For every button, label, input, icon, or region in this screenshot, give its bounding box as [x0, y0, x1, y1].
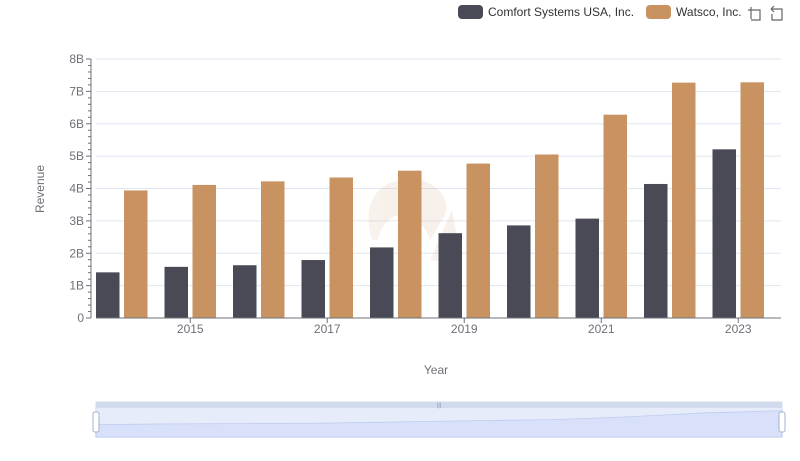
y-tick-label: 8B — [69, 52, 84, 66]
bar-comfort-systems-2023[interactable] — [712, 149, 737, 318]
legend-label: Watsco, Inc. — [676, 5, 742, 19]
x-tick-label: 2021 — [588, 322, 615, 336]
legend-swatch — [646, 5, 672, 19]
bar-watsco-2022[interactable] — [672, 82, 696, 318]
legend-swatch — [458, 5, 483, 19]
zoom-selection[interactable] — [96, 408, 782, 437]
bar-group — [96, 82, 764, 318]
y-tick-label: 1B — [69, 279, 84, 293]
bar-watsco-2014[interactable] — [124, 190, 148, 318]
y-axis-label: Revenue — [33, 165, 47, 213]
zoom-preview-area — [95, 410, 783, 438]
legend-item-watsco[interactable]: Watsco, Inc. — [646, 5, 742, 19]
data-zoom-slider[interactable]: ||| — [92, 401, 786, 438]
y-tick-label: 5B — [69, 149, 84, 163]
bar-watsco-2016[interactable] — [261, 181, 285, 318]
legend-label: Comfort Systems USA, Inc. — [488, 5, 635, 19]
bar-comfort-systems-2014[interactable] — [96, 272, 120, 318]
zoom-icon[interactable] — [746, 5, 762, 21]
y-tick-label: 7B — [69, 84, 84, 98]
zoom-reset-icon[interactable] — [768, 5, 784, 21]
zoom-handle-right[interactable] — [778, 411, 786, 433]
bar-watsco-2018[interactable] — [398, 170, 422, 318]
x-tick-label: 2023 — [725, 322, 752, 336]
y-tick-label: 4B — [69, 182, 84, 196]
zoom-top-bar[interactable] — [96, 402, 782, 408]
bar-comfort-systems-2019[interactable] — [438, 233, 463, 318]
bar-comfort-systems-2021[interactable] — [575, 218, 600, 318]
bar-watsco-2021[interactable] — [603, 114, 628, 318]
bar-comfort-systems-2022[interactable] — [644, 183, 668, 318]
bar-watsco-2017[interactable] — [329, 177, 354, 318]
y-tick-label: 6B — [69, 117, 84, 131]
x-axis: 2015 2017 2019 2021 2023 — [96, 317, 781, 336]
y-tick-label: 2B — [69, 246, 84, 260]
bar-comfort-systems-2015[interactable] — [164, 266, 189, 318]
x-tick-label: 2017 — [314, 322, 341, 336]
bar-comfort-systems-2016[interactable] — [233, 265, 257, 318]
legend: Comfort Systems USA, Inc. Watsco, Inc. — [458, 5, 754, 19]
bar-watsco-2020[interactable] — [535, 154, 559, 318]
bar-watsco-2023[interactable] — [740, 82, 765, 318]
bar-watsco-2015[interactable] — [192, 184, 217, 318]
bar-comfort-systems-2020[interactable] — [507, 225, 531, 318]
y-axis: 0 1B 2B 3B 4B 5B 6B 7B 8B — [69, 52, 92, 325]
zoom-handle-left[interactable] — [92, 411, 100, 433]
legend-item-comfort-systems[interactable]: Comfort Systems USA, Inc. — [458, 5, 634, 19]
y-tick-label: 3B — [69, 214, 84, 228]
zoom-grip-icon[interactable]: ||| — [437, 403, 442, 409]
x-tick-label: 2019 — [451, 322, 478, 336]
toolbox — [746, 5, 784, 21]
y-tick-label: 0 — [77, 311, 84, 325]
bar-comfort-systems-2018[interactable] — [370, 247, 394, 318]
x-axis-label: Year — [424, 363, 448, 377]
bar-comfort-systems-2017[interactable] — [301, 260, 326, 318]
x-tick-label: 2015 — [177, 322, 204, 336]
bar-watsco-2019[interactable] — [466, 163, 491, 318]
